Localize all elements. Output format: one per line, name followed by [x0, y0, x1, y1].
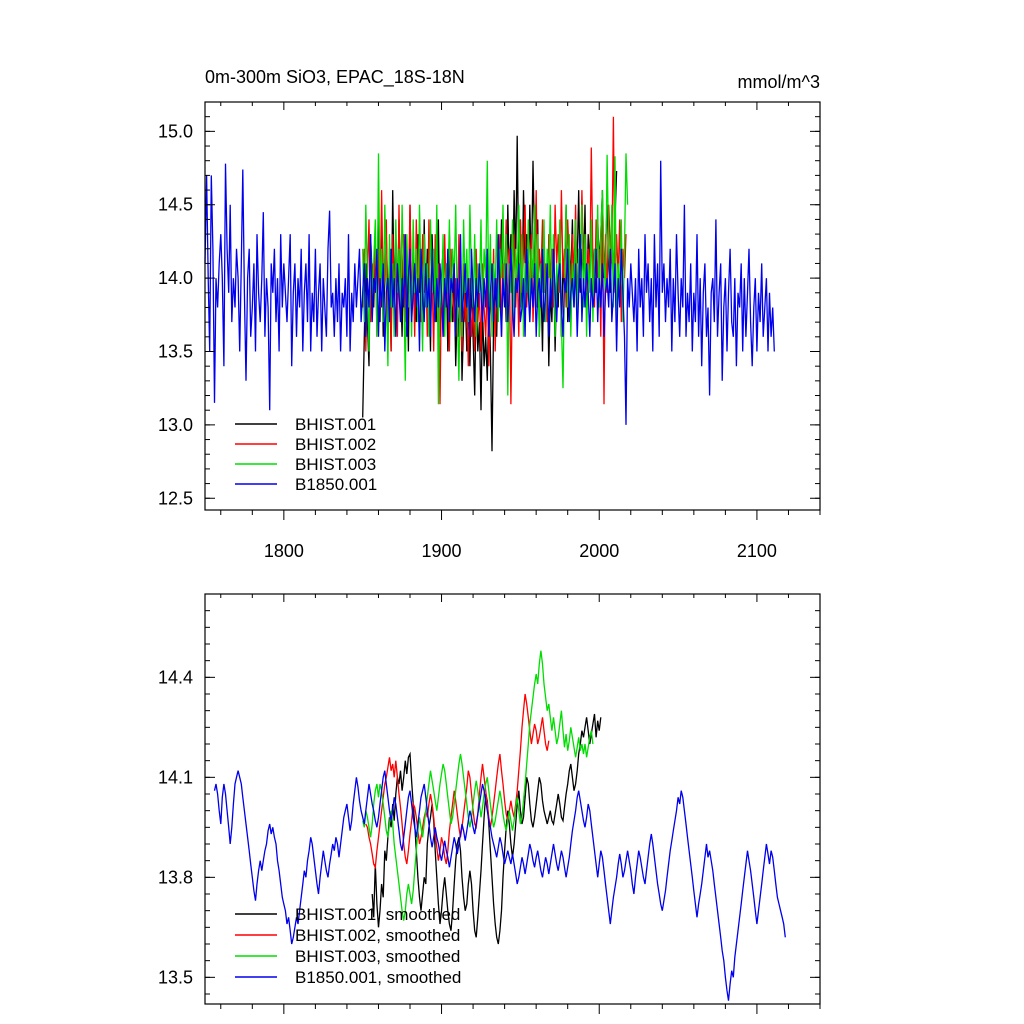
top-x-tick-label-3: 2000	[579, 541, 619, 561]
top-chart-title: 0m-300m SiO3, EPAC_18S-18N	[205, 67, 465, 88]
bottom-series-group	[213, 650, 786, 1001]
top-chart-units: mmol/m^3	[738, 72, 820, 92]
top-y-tick-label-3: 13.5	[158, 341, 193, 361]
top-y-tick-label-5: 14.5	[158, 195, 193, 215]
bottom-plot-frame	[204, 593, 821, 1005]
top-series-line-4	[204, 160, 775, 425]
top-y-tick-label-2: 13.0	[158, 415, 193, 435]
bottom-legend-label-4: B1850.001, smoothed	[295, 968, 461, 987]
bottom-series-line-4	[213, 770, 786, 1001]
top-series-group	[204, 116, 775, 452]
bottom-chart: 13.513.814.114.4 BHIST.001, smoothedBHIS…	[158, 593, 821, 1014]
top-y-tick-label-6: 15.0	[158, 121, 193, 141]
top-chart: 0m-300m SiO3, EPAC_18S-18N mmol/m^3 1800…	[158, 67, 821, 561]
top-legend-label-2: BHIST.002	[295, 435, 376, 454]
bottom-y-tick-label-2: 13.8	[158, 867, 193, 887]
bottom-series-line-2	[365, 693, 550, 870]
bottom-axes: 13.5 13.8 14.1 14.4	[158, 594, 821, 1014]
top-legend-label-1: BHIST.001	[295, 415, 376, 434]
bottom-legend-label-1: BHIST.001, smoothed	[295, 905, 460, 924]
top-plot-frame	[204, 101, 821, 511]
bottom-y-tick-label-3: 14.1	[158, 767, 193, 787]
top-y-tick-label-4: 14.0	[158, 268, 193, 288]
top-legend-label-3: BHIST.003	[295, 455, 376, 474]
top-legend-label-4: B1850.001	[295, 475, 377, 494]
bottom-legend-label-2: BHIST.002, smoothed	[295, 926, 460, 945]
top-x-tick-label-4: 2100	[737, 541, 777, 561]
bottom-legend-label-3: BHIST.003, smoothed	[295, 947, 460, 966]
top-y-tick-label-1: 12.5	[158, 488, 193, 508]
bottom-y-tick-label-1: 13.5	[158, 967, 193, 987]
top-x-tick-label-1: 1800	[264, 541, 304, 561]
bottom-y-tick-label-4: 14.4	[158, 667, 193, 687]
top-axes: 1800 1900 2000 2100 12.5 13.0 13.5 14.0 14.5 15.0	[158, 101, 821, 561]
bottom-legend: BHIST.001, smoothed BHIST.002, smoothed BH…	[235, 905, 461, 987]
top-x-tick-label-2: 1900	[422, 541, 462, 561]
bottom-series-line-3	[362, 650, 594, 921]
